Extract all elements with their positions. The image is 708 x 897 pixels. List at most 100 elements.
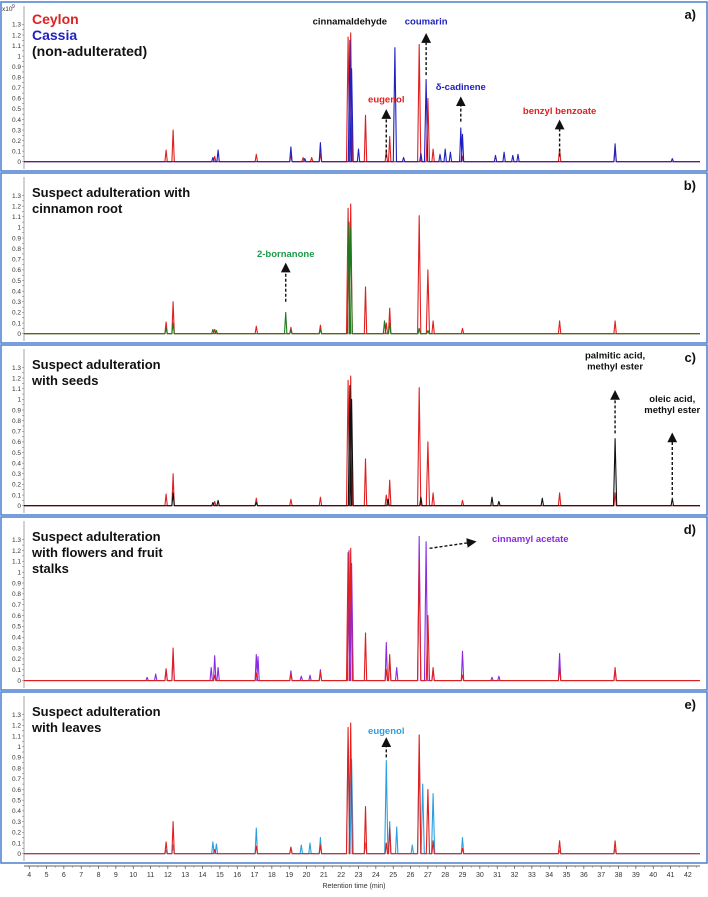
y-tick-label: 0.2: [12, 482, 21, 489]
y-tick-label: 1.2: [12, 375, 21, 382]
y-tick-label: 0.2: [12, 138, 21, 145]
x-axis-title: Retention time (min): [322, 883, 385, 890]
x-tick-label: 39: [632, 872, 640, 879]
y-tick-label: 0.7: [12, 776, 21, 783]
annotation-label: δ-cadinene: [436, 82, 486, 93]
x-tick-label: 40: [649, 872, 657, 879]
panel-title-line: Suspect adulteration: [32, 704, 161, 719]
annotation-label-line: eugenol: [368, 726, 404, 737]
series-line-ceylon: [24, 547, 700, 682]
y-tick-label: 1.2: [12, 723, 21, 730]
annotation-label: eugenol: [368, 95, 404, 106]
x-tick-label: 8: [97, 872, 101, 879]
y-tick-label: 0.8: [12, 418, 21, 425]
x-tick-label: 11: [147, 872, 154, 879]
series-line-leaves: [24, 738, 700, 855]
x-tick-label: 28: [441, 872, 449, 879]
x-tick-label: 7: [79, 872, 83, 879]
y-tick-label: 1.1: [12, 559, 21, 566]
annotation-label: benzyl benzoate: [523, 106, 596, 117]
y-tick-label: 0.1: [12, 492, 21, 499]
x-tick-label: 21: [320, 872, 328, 879]
y-tick-label: 0.4: [12, 460, 21, 467]
x-tick-label: 32: [511, 872, 519, 879]
panel-title-line: with leaves: [31, 720, 101, 735]
panel-title-line: with flowers and fruit: [31, 545, 163, 560]
y-tick-label: 0.6: [12, 613, 21, 620]
y-tick-label: 0: [17, 678, 21, 685]
panel-frame: [0, 516, 708, 691]
y-tick-label: 0.9: [12, 407, 21, 414]
x-tick-label: 34: [545, 872, 553, 879]
y-tick-label: 0.6: [12, 787, 21, 794]
y-tick-label: 0: [17, 159, 21, 166]
y-tick-label: 0.4: [12, 808, 21, 815]
annotation: cinnamaldehyde: [313, 16, 387, 27]
annotation-label-line: coumarin: [405, 16, 448, 27]
panel-frame: [0, 691, 708, 864]
y-tick-label: 0.4: [12, 117, 21, 124]
y-tick-label: 1: [17, 397, 21, 404]
y-tick-label: 0.5: [12, 106, 21, 113]
x-tick-label: 20: [303, 872, 311, 879]
annotation: palmitic acid, methyl ester: [585, 351, 645, 434]
annotation-label-line: methyl ester: [587, 362, 643, 373]
x-tick-label: 26: [407, 872, 415, 879]
annotation: 2-bornanone: [257, 249, 314, 302]
y-tick-label: 0.5: [12, 450, 21, 457]
x-tick-label: 25: [389, 872, 397, 879]
y-tick-label: 0.8: [12, 246, 21, 253]
x-tick-label: 42: [684, 872, 692, 879]
x-tick-label: 33: [528, 872, 536, 879]
annotation: oleic acid, methyl ester: [644, 394, 701, 496]
annotation-label-line: palmitic acid,: [585, 351, 645, 362]
series-line-seeds: [24, 385, 700, 507]
legend-entry: (non-adulterated): [32, 43, 147, 59]
annotation-label: oleic acid, methyl ester: [644, 394, 700, 416]
y-tick-label: 1.1: [12, 733, 21, 740]
panels-layer: 0 0.1 0.2 0.3 0.4 0.5 0.6 0.7 0.8 0.9 1 1.1 1.2 1.3 x1…: [0, 1, 708, 864]
y-tick-label: 0.9: [12, 64, 21, 71]
panel-title-line: with seeds: [31, 373, 98, 388]
y-tick-label: 0.1: [12, 148, 21, 155]
y-tick-label: 1.1: [12, 43, 21, 50]
y-tick-label: 0.1: [12, 840, 21, 847]
panel-a: 0 0.1 0.2 0.3 0.4 0.5 0.6 0.7 0.8 0.9 1 1.1 1.2 1.3 x1…: [0, 1, 708, 172]
annotation-label-line: benzyl benzoate: [523, 106, 596, 117]
y-tick-label: 1.3: [12, 22, 21, 29]
y-tick-label: 1.1: [12, 214, 21, 221]
y-tick-label: 0.7: [12, 85, 21, 92]
x-tick-label: 24: [372, 872, 380, 879]
y-tick-label: 0.5: [12, 797, 21, 804]
y-tick-label: 0.7: [12, 602, 21, 609]
annotation-label: coumarin: [405, 16, 448, 27]
x-tick-label: 36: [580, 872, 588, 879]
panel-label: a): [684, 7, 696, 22]
panel-title-line: Suspect adulteration: [32, 529, 161, 544]
annotation: benzyl benzoate: [523, 106, 596, 157]
x-tick-label: 17: [251, 872, 259, 879]
legend-entry: Cassia: [32, 27, 77, 43]
panel-title-line: cinnamon root: [32, 201, 123, 216]
x-tick-label: 14: [199, 872, 207, 879]
y-tick-label: 0.1: [12, 320, 21, 327]
y-tick-label: 0.3: [12, 471, 21, 478]
series-line-ceylon: [24, 203, 700, 335]
panel-title-line: Suspect adulteration: [32, 357, 161, 372]
annotation-label-line: oleic acid,: [649, 394, 695, 405]
y-tick-label: 0.8: [12, 75, 21, 82]
y-tick-label: 1.2: [12, 203, 21, 210]
annotation-label-line: methyl ester: [644, 405, 700, 416]
y-tick-label: 1.2: [12, 548, 21, 555]
x-tick-label: 19: [285, 872, 293, 879]
annotation-arrow: [429, 538, 477, 550]
y-tick-label: 1.3: [12, 193, 21, 200]
y-tick-label: 1: [17, 225, 21, 232]
x-tick-label: 15: [216, 872, 224, 879]
panel-label: c): [684, 350, 696, 365]
annotation-label-line: δ-cadinene: [436, 82, 486, 93]
x-tick-label: 16: [233, 872, 241, 879]
x-tick-label: 10: [129, 872, 137, 879]
panel-d: 0 0.1 0.2 0.3 0.4 0.5 0.6 0.7 0.8 0.9 1 1.1 1.2 1.3 d)…: [0, 516, 708, 691]
